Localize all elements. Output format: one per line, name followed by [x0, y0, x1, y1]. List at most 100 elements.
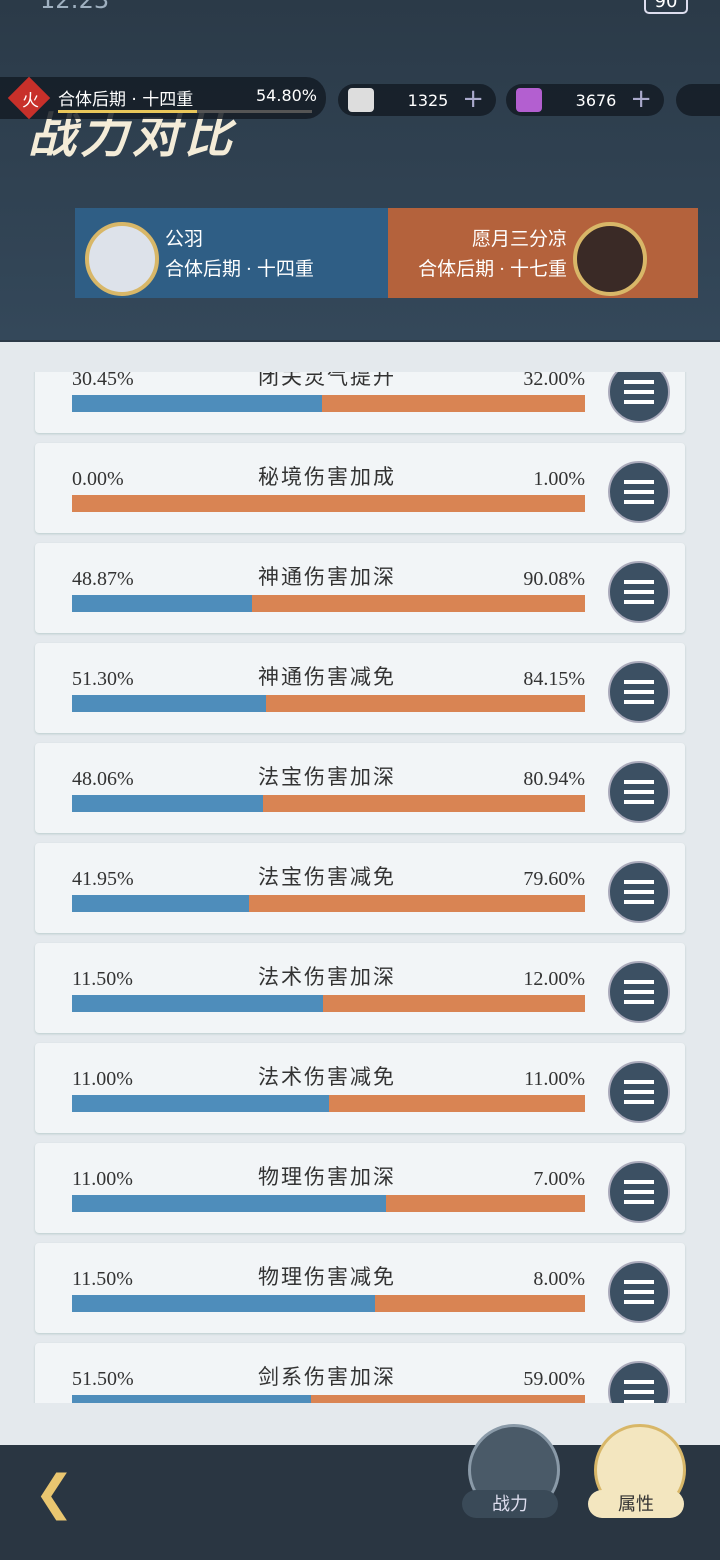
- resource-amount: 1325: [407, 91, 449, 110]
- left-bar: [72, 995, 324, 1012]
- stat-row: 11.50% 12.00% 法术伤害加深: [35, 943, 685, 1033]
- right-value: 80.94%: [523, 768, 585, 790]
- left-bar: [72, 1295, 375, 1312]
- resource-1[interactable]: 1325 +: [338, 84, 496, 116]
- detail-button[interactable]: [608, 1161, 670, 1223]
- left-value: 0.00%: [72, 468, 124, 490]
- right-value: 8.00%: [533, 1268, 585, 1290]
- left-bar: [72, 1095, 329, 1112]
- stat-row: 0.00% 1.00% 秘境伤害加成: [35, 443, 685, 533]
- detail-button[interactable]: [608, 372, 670, 423]
- detail-button[interactable]: [608, 1261, 670, 1323]
- realm-progress-text: 54.80%: [256, 86, 318, 105]
- stat-row: 11.00% 11.00% 法术伤害减免: [35, 1043, 685, 1133]
- right-value: 7.00%: [533, 1168, 585, 1190]
- right-bar: [328, 1095, 585, 1112]
- stat-name: 神通伤害加深: [258, 565, 396, 589]
- stat-row: 11.00% 7.00% 物理伤害加深: [35, 1143, 685, 1233]
- right-value: 59.00%: [523, 1368, 585, 1390]
- stat-name: 法宝伤害减免: [258, 865, 396, 889]
- right-bar: [266, 695, 585, 712]
- stat-name: 秘境伤害加成: [258, 465, 396, 489]
- right-value: 79.60%: [523, 868, 585, 890]
- back-button[interactable]: ❮: [34, 1465, 75, 1521]
- element-label: 火: [22, 91, 39, 111]
- tab-label[interactable]: 战力: [462, 1490, 558, 1518]
- versus-banner: 公羽 合体后期 · 十四重 愿月三分凉 合体后期 · 十七重: [25, 208, 698, 298]
- avatar-right[interactable]: [573, 222, 647, 296]
- stat-row: 48.06% 80.94% 法宝伤害加深: [35, 743, 685, 833]
- stat-name: 神通伤害减免: [258, 665, 396, 689]
- left-bar: [72, 1395, 312, 1403]
- right-value: 84.15%: [523, 668, 585, 690]
- left-value: 51.50%: [72, 1368, 134, 1390]
- left-value: 41.95%: [72, 868, 134, 890]
- battery: 90: [644, 0, 688, 14]
- stat-scroll: 30.45% 32.00% 闭关灵气提升 0.00% 1.00% 秘境伤害加成 48.87%…: [0, 372, 720, 1403]
- left-bar: [72, 595, 253, 612]
- left-value: 48.87%: [72, 568, 134, 590]
- stat-name: 闭关灵气提升: [258, 372, 396, 389]
- detail-button[interactable]: [608, 661, 670, 723]
- right-value: 12.00%: [523, 968, 585, 990]
- left-value: 48.06%: [72, 768, 134, 790]
- stat-name: 剑系伤害加深: [258, 1365, 396, 1389]
- tab-label[interactable]: 属性: [588, 1490, 684, 1518]
- detail-button[interactable]: [608, 861, 670, 923]
- detail-button[interactable]: [608, 961, 670, 1023]
- stat-list: 30.45% 32.00% 闭关灵气提升 0.00% 1.00% 秘境伤害加成 48.87%…: [0, 342, 720, 1445]
- player-realm: 合体后期 · 十七重: [418, 259, 567, 280]
- detail-button[interactable]: [608, 1361, 670, 1403]
- left-value: 11.00%: [72, 1168, 133, 1190]
- stat-row: 48.87% 90.08% 神通伤害加深: [35, 543, 685, 633]
- realm-name: 合体后期 · 十四重: [58, 90, 194, 110]
- right-bar: [249, 895, 585, 912]
- left-value: 11.00%: [72, 1068, 133, 1090]
- avatar-left[interactable]: [85, 222, 159, 296]
- right-bar: [323, 995, 585, 1012]
- detail-button[interactable]: [608, 561, 670, 623]
- stat-row: 11.50% 8.00% 物理伤害减免: [35, 1243, 685, 1333]
- player-right: [388, 208, 698, 298]
- left-bar: [72, 395, 323, 412]
- left-value: 11.50%: [72, 1268, 133, 1290]
- stat-row: 30.45% 32.00% 闭关灵气提升: [35, 372, 685, 433]
- stat-row: 41.95% 79.60% 法宝伤害减免: [35, 843, 685, 933]
- realm-bar[interactable]: 合体后期 · 十四重 54.80%: [0, 76, 326, 120]
- right-bar: [72, 495, 585, 512]
- left-value: 30.45%: [72, 372, 134, 390]
- right-value: 90.08%: [523, 568, 585, 590]
- stat-row: 51.30% 84.15% 神通伤害减免: [35, 643, 685, 733]
- right-bar: [385, 1195, 585, 1212]
- detail-button[interactable]: [608, 761, 670, 823]
- right-value: 32.00%: [523, 372, 585, 390]
- left-bar: [72, 695, 267, 712]
- left-value: 51.30%: [72, 668, 134, 690]
- left-value: 11.50%: [72, 968, 133, 990]
- clock-button[interactable]: [676, 84, 720, 116]
- player-name: 公羽: [165, 229, 204, 250]
- right-bar: [374, 1295, 585, 1312]
- player-realm: 合体后期 · 十四重: [165, 259, 314, 280]
- stat-name: 法宝伤害加深: [258, 765, 396, 789]
- left-bar: [72, 1195, 386, 1212]
- resource-2[interactable]: 3676 +: [506, 84, 664, 116]
- detail-button[interactable]: [608, 1061, 670, 1123]
- stat-name: 法术伤害减免: [258, 1065, 396, 1089]
- left-bar: [72, 795, 264, 812]
- left-bar: [72, 895, 250, 912]
- resource-amount: 3676: [575, 91, 617, 110]
- detail-button[interactable]: [608, 461, 670, 523]
- right-bar: [263, 795, 585, 812]
- stat-row: 51.50% 59.00% 剑系伤害加深: [35, 1343, 685, 1403]
- progress-fill: [58, 110, 198, 113]
- player-name: 愿月三分凉: [471, 229, 567, 250]
- stat-name: 法术伤害加深: [258, 965, 396, 989]
- status-time: 12:23: [40, 0, 110, 14]
- right-value: 1.00%: [533, 468, 585, 490]
- stat-name: 物理伤害加深: [258, 1165, 396, 1189]
- stat-name: 物理伤害减免: [258, 1265, 396, 1289]
- right-bar: [252, 595, 585, 612]
- right-bar: [322, 395, 585, 412]
